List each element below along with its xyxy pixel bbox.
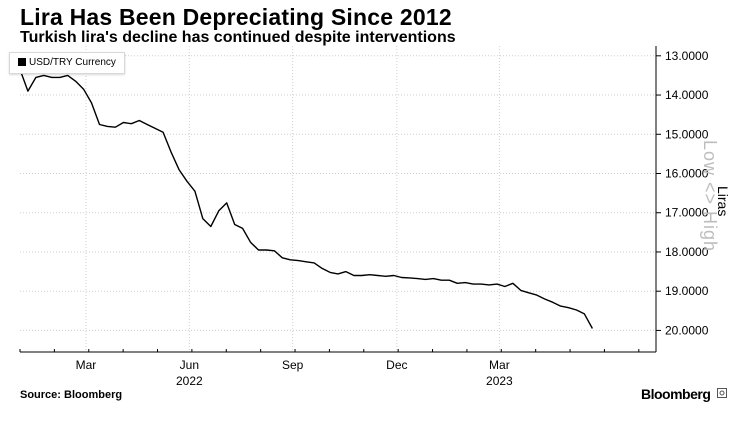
y-tick-label-4: 17.0000 — [665, 206, 709, 220]
x-tick-label-1: Jun — [180, 358, 199, 372]
brand-logo-text: Bloomberg — [641, 386, 711, 402]
y-tick-label-3: 16.0000 — [665, 167, 709, 181]
y-tick-label-7: 20.0000 — [665, 323, 709, 337]
y-tick-label-1: 14.0000 — [665, 88, 709, 102]
series-layer — [19, 69, 594, 329]
series-line-0 — [19, 69, 594, 329]
x-year-label-1: 2023 — [486, 374, 513, 388]
legend-label: USD/TRY Currency — [29, 57, 116, 68]
watermark-text: Low <> High — [700, 140, 720, 253]
x-year-label-0: 2022 — [176, 374, 203, 388]
chart-title: Lira Has Been Depreciating Since 2012 — [20, 4, 452, 30]
source-note: Source: Bloomberg — [20, 389, 123, 401]
grid-layer — [20, 46, 656, 352]
y-tick-label-0: 13.0000 — [665, 49, 709, 63]
brand-mark-icon — [717, 388, 727, 398]
chart-subtitle: Turkish lira's decline has continued des… — [20, 29, 456, 46]
x-tick-label-2: Sep — [282, 358, 304, 372]
y-tick-label-2: 15.0000 — [665, 127, 709, 141]
legend: USD/TRY Currency — [9, 52, 125, 74]
y-axis-label: Liras — [715, 186, 731, 217]
x-tick-label-0: Mar — [76, 358, 97, 372]
x-tick-label-4: Mar — [489, 358, 510, 372]
legend-swatch — [18, 58, 26, 66]
x-tick-label-3: Dec — [386, 358, 407, 372]
y-tick-label-6: 19.0000 — [665, 284, 709, 298]
y-tick-label-5: 18.0000 — [665, 245, 709, 259]
axis-layer: 13.0000 14.0000 15.0000 16.0000 17.0000 18.00… — [19, 46, 709, 388]
